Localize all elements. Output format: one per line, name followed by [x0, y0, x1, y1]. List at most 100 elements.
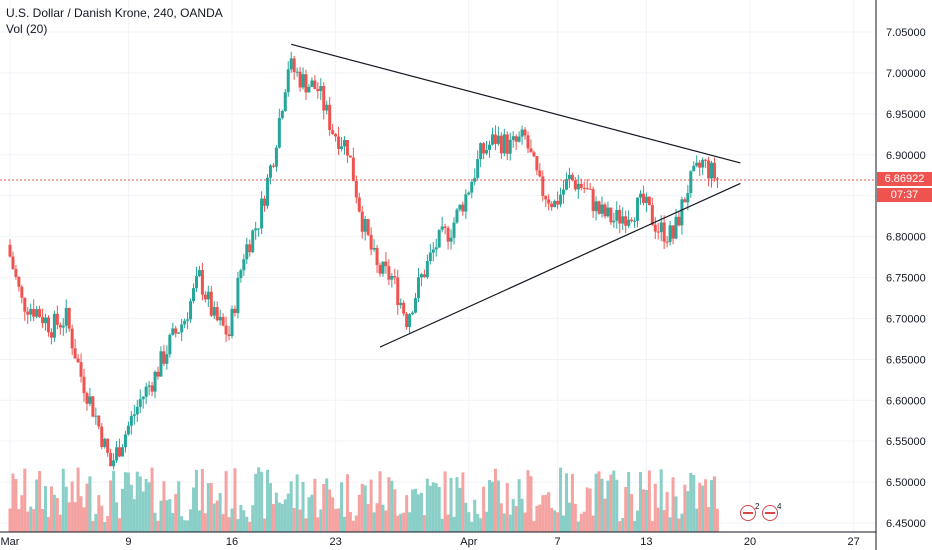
candle-body [425, 261, 429, 278]
volume-bar [29, 506, 33, 532]
candle-body [177, 332, 181, 334]
candle-body [23, 297, 27, 312]
candle-body [144, 386, 148, 397]
volume-bar [526, 470, 530, 532]
candle-body [11, 256, 15, 270]
volume-bar [224, 471, 228, 532]
candle-body [337, 136, 341, 149]
volume-bar [615, 479, 619, 532]
volume-bar [70, 481, 74, 532]
symbol-title[interactable]: U.S. Dollar / Danish Krone, 240, OANDA [6, 6, 223, 20]
volume-bar [499, 503, 503, 532]
candle-body [458, 204, 462, 210]
y-tick-label: 6.50000 [886, 477, 926, 489]
candle-body [206, 291, 210, 300]
candle-body [550, 203, 554, 208]
volume-bar [11, 473, 15, 532]
candle-body [334, 134, 338, 137]
candle-body [710, 162, 714, 179]
volume-bar [431, 482, 435, 532]
volume-bar [138, 476, 142, 532]
candle-body [390, 275, 394, 280]
candle-body [656, 231, 660, 233]
volume-bar [156, 520, 160, 532]
volume-bar [411, 489, 415, 532]
volume-bar [514, 505, 518, 532]
candle-body [58, 324, 62, 328]
volume-bar [704, 479, 708, 532]
volume-bar [556, 512, 560, 532]
flag-icon[interactable] [740, 505, 756, 521]
volume-bar [585, 487, 589, 532]
volume-bar [76, 467, 80, 532]
volume-bar [612, 470, 616, 532]
volume-bar [372, 512, 376, 532]
candle-body [547, 199, 551, 204]
volume-bar [662, 510, 666, 532]
volume-bar [322, 484, 326, 532]
volume-bar [35, 479, 39, 532]
volume-bar [659, 469, 663, 532]
candle-body [301, 74, 305, 88]
volume-bar [638, 472, 642, 532]
volume-bar [171, 513, 175, 532]
candle-body [499, 135, 503, 154]
volume-bar [674, 496, 678, 532]
bar-countdown-tag: 07:37 [877, 188, 932, 202]
volume-bar [479, 518, 483, 532]
candle-body [470, 181, 474, 193]
y-tick-label: 6.95000 [886, 109, 926, 121]
candle-body [464, 194, 468, 212]
volume-bar [292, 507, 296, 532]
candle-body [277, 118, 281, 148]
candle-body [659, 222, 663, 233]
volume-bar [712, 476, 716, 532]
candle-body [14, 269, 18, 277]
candle-body [434, 247, 438, 250]
volume-bar [94, 513, 98, 532]
volume-bar [351, 520, 355, 532]
volume-bar [360, 483, 364, 532]
candle-body [437, 229, 441, 248]
candle-body [126, 425, 130, 435]
volume-indicator-label[interactable]: Vol (20) [6, 22, 48, 36]
x-tick-label: 20 [744, 536, 756, 548]
x-tick-label: 23 [329, 536, 341, 548]
candle-body [348, 155, 352, 158]
volume-bar [541, 495, 545, 532]
volume-bar [562, 515, 566, 532]
candle-body [683, 199, 687, 203]
candle-body [76, 358, 80, 363]
candle-body [520, 129, 524, 137]
candle-body [162, 351, 166, 364]
candle-body [106, 438, 110, 453]
flag-icon[interactable] [762, 505, 778, 521]
volume-bar [695, 508, 699, 532]
candle-body [591, 189, 595, 212]
volume-bar [573, 503, 577, 532]
volume-bar [707, 507, 711, 532]
candle-body [419, 274, 423, 278]
candle-body [35, 309, 39, 317]
x-tick-label: Apr [460, 536, 477, 548]
candle-body [274, 147, 278, 167]
volume-bar [414, 488, 418, 532]
candle-body [322, 86, 326, 111]
candle-body [422, 274, 426, 278]
candle-body [44, 317, 48, 324]
volume-bar [520, 498, 524, 532]
volume-bar [203, 513, 207, 532]
volume-bar [109, 480, 113, 532]
candle-body [73, 348, 77, 359]
candle-body [218, 316, 222, 321]
candle-body [147, 385, 151, 387]
candle-body [698, 162, 702, 168]
volume-bar [603, 498, 607, 532]
volume-bar [26, 511, 30, 532]
candle-body [493, 134, 497, 144]
volume-bar [58, 514, 62, 532]
candle-body [570, 174, 574, 181]
candle-body [689, 171, 693, 194]
candle-body [224, 325, 228, 335]
